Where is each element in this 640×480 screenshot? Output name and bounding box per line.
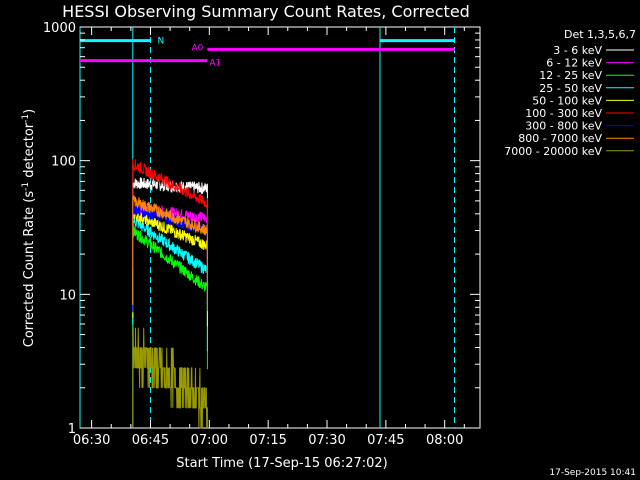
series-trace-7 bbox=[132, 195, 208, 311]
y-label-sup2: -1 bbox=[21, 114, 31, 123]
legend-label-7: 800 - 7000 keV bbox=[518, 132, 602, 145]
legend-label-2: 12 - 25 keV bbox=[539, 69, 602, 82]
legend-label-8: 7000 - 20000 keV bbox=[504, 145, 602, 158]
y-label-part2: detector bbox=[22, 122, 37, 182]
y-tick-label-2: 100 bbox=[51, 155, 76, 170]
bar-label-A1: A1 bbox=[209, 59, 221, 69]
x-tick-label-1: 06:45 bbox=[132, 433, 169, 448]
y-tick-label-1: 10 bbox=[59, 288, 76, 303]
x-tick-label-5: 07:45 bbox=[367, 433, 404, 448]
y-tick-label-0: 1 bbox=[68, 422, 76, 437]
bar-label-N: N bbox=[157, 37, 164, 47]
series-trace-5 bbox=[132, 159, 208, 284]
legend-label-3: 25 - 50 keV bbox=[539, 82, 602, 95]
y-label-part1: Corrected Count Rate (s bbox=[22, 191, 37, 348]
bar-label-A0: A0 bbox=[191, 43, 203, 53]
series-traces bbox=[132, 159, 208, 429]
chart-title: HESSI Observing Summary Count Rates, Cor… bbox=[62, 2, 470, 21]
x-tick-label-2: 07:00 bbox=[191, 433, 228, 448]
legend-label-1: 6 - 12 keV bbox=[546, 57, 602, 70]
timestamp: 17-Sep-2015 10:41 bbox=[549, 468, 636, 478]
legend-label-6: 300 - 800 keV bbox=[525, 120, 602, 133]
y-tick-label-3: 1000 bbox=[43, 21, 76, 36]
y-label-sup1: -1 bbox=[21, 182, 31, 191]
y-axis: 1 10 100 1000 bbox=[43, 21, 480, 437]
x-axis: 06:30 06:45 07:00 07:15 07:30 07:45 08:00 bbox=[73, 27, 465, 448]
legend-label-5: 100 - 300 keV bbox=[525, 107, 602, 120]
x-tick-label-6: 08:00 bbox=[426, 433, 463, 448]
x-axis-label: Start Time (17-Sep-15 06:27:02) bbox=[176, 456, 387, 471]
y-axis-label: Corrected Count Rate (s-1 detector-1) bbox=[21, 109, 37, 347]
series-trace-3 bbox=[132, 216, 208, 352]
series-trace-2 bbox=[132, 225, 208, 370]
x-tick-label-3: 07:15 bbox=[249, 433, 286, 448]
x-tick-label-4: 07:30 bbox=[308, 433, 345, 448]
attenuator-bars: N A0 A1 bbox=[80, 37, 455, 69]
legend-label-4: 50 - 100 keV bbox=[532, 94, 602, 107]
legend-label-0: 3 - 6 keV bbox=[553, 44, 602, 57]
x-tick-label-0: 06:30 bbox=[73, 433, 110, 448]
y-label-part3: ) bbox=[22, 109, 37, 114]
legend-header: Det 1,3,5,6,7 bbox=[564, 28, 636, 41]
series-trace-8 bbox=[132, 327, 208, 429]
